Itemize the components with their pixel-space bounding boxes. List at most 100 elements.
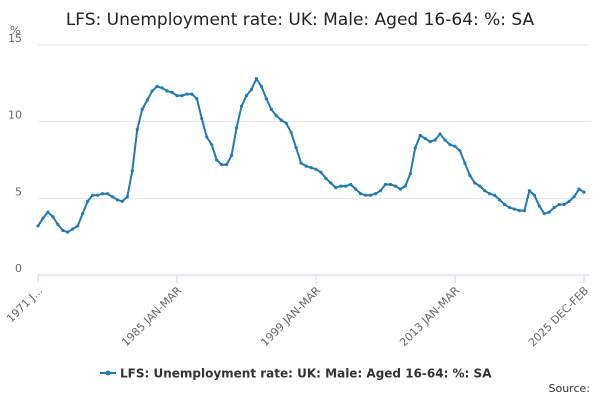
- point: [552, 205, 556, 210]
- point: [364, 193, 368, 197]
- point: [140, 107, 144, 111]
- point: [115, 198, 120, 202]
- point: [215, 158, 219, 162]
- point: [130, 169, 134, 173]
- point: [91, 193, 95, 197]
- point: [542, 212, 546, 216]
- point: [145, 98, 149, 102]
- point: [120, 199, 124, 203]
- y-tick-label: 0: [15, 262, 22, 275]
- point: [205, 135, 209, 139]
- chart-title: LFS: Unemployment rate: UK: Male: Aged 1…: [66, 10, 535, 30]
- point: [433, 138, 437, 142]
- point: [324, 176, 328, 180]
- point: [86, 199, 90, 203]
- point: [488, 192, 492, 196]
- point: [105, 192, 110, 196]
- point: [478, 184, 482, 188]
- point: [175, 94, 179, 98]
- point: [36, 224, 40, 228]
- point: [354, 187, 358, 191]
- point: [76, 224, 80, 228]
- point: [274, 113, 278, 118]
- point: [229, 153, 234, 157]
- y-tick-label: 10: [8, 109, 22, 122]
- point: [468, 173, 472, 177]
- x-tick-label: 2013 JAN-MAR: [397, 284, 462, 349]
- point: [150, 89, 154, 93]
- x-tick-label: 1971 J...: [4, 284, 45, 325]
- point: [423, 136, 427, 141]
- point: [463, 161, 467, 165]
- point: [378, 189, 383, 193]
- source: Source:: [549, 382, 591, 395]
- point: [572, 195, 576, 199]
- point: [349, 182, 353, 187]
- point: [71, 227, 75, 231]
- point: [61, 228, 65, 233]
- point: [582, 190, 586, 194]
- y-tick-label: 5: [15, 185, 22, 198]
- point: [398, 187, 402, 191]
- point: [56, 222, 60, 226]
- point: [309, 166, 313, 170]
- point: [110, 195, 115, 199]
- x-tick-label: 1985 JAN-MAR: [119, 284, 184, 349]
- point: [512, 207, 517, 211]
- point: [160, 86, 164, 90]
- legend-label: LFS: Unemployment rate: UK: Male: Aged 1…: [120, 367, 492, 381]
- point: [368, 193, 373, 197]
- point: [259, 84, 263, 88]
- point: [185, 92, 189, 96]
- point: [155, 84, 159, 88]
- point: [388, 182, 393, 187]
- y-axis-unit: %: [10, 24, 20, 37]
- point: [498, 198, 502, 202]
- point: [537, 204, 541, 208]
- point: [239, 104, 244, 108]
- point: [393, 184, 397, 188]
- x-tick-label: 2025 DEC-FEB: [526, 284, 591, 349]
- point: [547, 210, 551, 214]
- point: [517, 209, 522, 213]
- point: [294, 146, 298, 150]
- point: [507, 205, 512, 210]
- point: [567, 199, 571, 203]
- point: [448, 143, 452, 147]
- point: [81, 212, 85, 216]
- point: [493, 193, 497, 197]
- point: [532, 193, 536, 197]
- point: [413, 146, 417, 150]
- point: [403, 184, 407, 188]
- point: [557, 202, 561, 207]
- point: [190, 92, 194, 96]
- point: [443, 138, 447, 142]
- point: [344, 184, 348, 188]
- point: [319, 170, 323, 174]
- point: [279, 118, 283, 122]
- point: [304, 164, 308, 168]
- point: [453, 144, 457, 148]
- point: [254, 77, 258, 81]
- point: [339, 184, 343, 188]
- point: [249, 87, 254, 92]
- point: [125, 195, 129, 199]
- point: [359, 192, 363, 196]
- series-line: [37, 76, 585, 234]
- point: [483, 189, 487, 193]
- x-tick-label: 1999 JAN-MAR: [258, 284, 323, 349]
- point: [220, 163, 224, 167]
- point: [135, 127, 139, 131]
- point: [383, 182, 388, 187]
- point: [165, 89, 169, 93]
- point: [289, 130, 293, 134]
- point: [100, 192, 105, 196]
- point: [527, 189, 532, 193]
- point: [180, 94, 184, 98]
- point: [522, 209, 527, 213]
- point: [51, 215, 55, 219]
- point: [95, 193, 100, 197]
- point: [41, 216, 45, 220]
- point: [428, 140, 432, 144]
